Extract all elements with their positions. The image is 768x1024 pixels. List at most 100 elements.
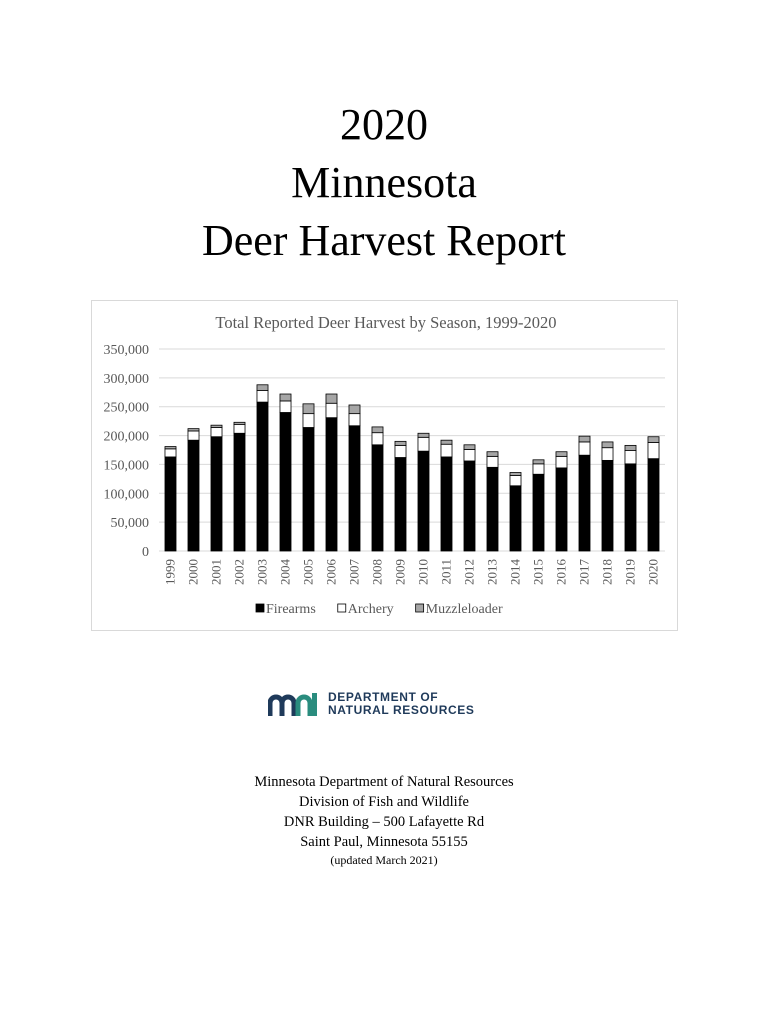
y-tick-label: 350,000 — [104, 343, 150, 358]
bar-muzzleloader-2017 — [578, 435, 591, 443]
x-tick-label: 2008 — [370, 559, 385, 585]
address-street: DNR Building – 500 Lafayette Rd — [283, 814, 485, 830]
bar-muzzleloader-2005 — [302, 403, 315, 415]
bar-archery-2012 — [463, 449, 476, 462]
bar-muzzleloader-2000 — [187, 428, 200, 432]
bar-muzzleloader-2001 — [210, 424, 223, 428]
x-tick-label: 2000 — [186, 559, 201, 585]
legend-label-firearms: Firearms — [266, 602, 316, 617]
bar-archery-2015 — [532, 463, 545, 475]
y-tick-label: 250,000 — [104, 401, 150, 416]
legend-label-muzzleloader: Muzzleloader — [426, 602, 503, 617]
x-tick-label: 2014 — [508, 559, 523, 586]
bar-muzzleloader-2010 — [417, 432, 430, 438]
x-tick-label: 2012 — [462, 559, 477, 585]
x-tick-label: 2009 — [393, 559, 408, 585]
bar-firearms-2015 — [532, 473, 545, 552]
bar-firearms-2010 — [417, 450, 430, 552]
bar-archery-2003 — [256, 390, 269, 403]
logo-wordmark: DEPARTMENT OF NATURAL RESOURCES — [328, 691, 474, 717]
report-title: 2020 Minnesota Deer Harvest Report — [0, 96, 768, 270]
bar-archery-1999 — [164, 448, 177, 458]
legend-label-archery: Archery — [348, 602, 394, 617]
x-tick-label: 2011 — [439, 559, 454, 585]
bar-firearms-2020 — [647, 458, 660, 552]
bar-firearms-2001 — [210, 436, 223, 552]
address-block: Minnesota Department of Natural Resource… — [0, 772, 768, 868]
bar-muzzleloader-2008 — [371, 426, 384, 434]
bar-muzzleloader-2003 — [256, 384, 269, 391]
legend-swatch-firearms — [255, 603, 265, 613]
bar-archery-2005 — [302, 413, 315, 428]
bar-archery-2013 — [486, 455, 499, 468]
x-tick-label: 2018 — [600, 559, 615, 585]
bar-archery-2019 — [624, 450, 637, 465]
bar-muzzleloader-2007 — [348, 404, 361, 415]
dnr-logo: DEPARTMENT OF NATURAL RESOURCES — [268, 690, 508, 720]
bar-muzzleloader-2016 — [555, 451, 568, 457]
bar-archery-2002 — [233, 424, 246, 434]
x-tick-label: 2015 — [531, 559, 546, 585]
x-tick-label: 2007 — [347, 559, 362, 586]
bar-muzzleloader-2004 — [279, 393, 292, 402]
bar-muzzleloader-2013 — [486, 451, 499, 457]
bar-archery-2007 — [348, 413, 361, 427]
bar-muzzleloader-2012 — [463, 444, 476, 450]
title-report-name: Deer Harvest Report — [201, 216, 567, 265]
bar-archery-2010 — [417, 436, 430, 452]
x-tick-label: 2001 — [209, 559, 224, 585]
deer-harvest-chart: Total Reported Deer Harvest by Season, 1… — [91, 300, 678, 631]
bar-archery-2011 — [440, 443, 453, 458]
title-state: Minnesota — [291, 158, 477, 207]
bar-firearms-2018 — [601, 459, 614, 552]
bar-archery-2008 — [371, 432, 384, 446]
bar-muzzleloader-2006 — [325, 393, 338, 404]
legend-swatch-archery — [337, 603, 347, 613]
bar-firearms-2007 — [348, 425, 361, 552]
title-year: 2020 — [340, 100, 428, 149]
bar-archery-2000 — [187, 430, 200, 441]
bar-firearms-2011 — [440, 456, 453, 552]
y-tick-label: 0 — [142, 545, 149, 560]
y-tick-label: 300,000 — [104, 372, 150, 387]
address-city: Saint Paul, Minnesota 55155 — [300, 834, 468, 850]
x-tick-label: 2017 — [577, 559, 592, 586]
bar-firearms-2017 — [578, 454, 591, 552]
x-tick-label: 2004 — [278, 559, 293, 586]
x-tick-label: 2003 — [255, 559, 270, 585]
x-tick-label: 2016 — [554, 559, 569, 586]
bar-muzzleloader-2011 — [440, 439, 453, 445]
bar-muzzleloader-2020 — [647, 436, 660, 443]
bar-firearms-2000 — [187, 439, 200, 552]
bar-archery-2017 — [578, 441, 591, 456]
legend-swatch-muzzleloader — [415, 603, 425, 613]
bar-archery-2020 — [647, 442, 660, 460]
bar-muzzleloader-2002 — [233, 421, 246, 426]
x-tick-label: 2013 — [485, 559, 500, 585]
bar-muzzleloader-2018 — [601, 441, 614, 449]
bar-firearms-1999 — [164, 456, 177, 552]
chart-svg: Total Reported Deer Harvest by Season, 1… — [104, 313, 665, 617]
y-tick-label: 200,000 — [104, 430, 150, 445]
bar-archery-2018 — [601, 447, 614, 461]
address-org: Minnesota Department of Natural Resource… — [254, 774, 514, 790]
bar-firearms-2019 — [624, 463, 637, 552]
x-tick-label: 2019 — [623, 559, 638, 585]
bar-archery-2009 — [394, 444, 407, 458]
bar-muzzleloader-2009 — [394, 440, 407, 446]
update-note: (updated March 2021) — [330, 853, 438, 867]
bar-firearms-2004 — [279, 412, 292, 552]
mn-logo-icon — [268, 693, 317, 716]
bar-muzzleloader-1999 — [164, 446, 177, 450]
bar-archery-2004 — [279, 400, 292, 413]
address-division: Division of Fish and Wildlife — [299, 794, 469, 810]
y-tick-label: 100,000 — [104, 487, 150, 502]
bar-firearms-2008 — [371, 444, 384, 552]
bar-muzzleloader-2015 — [532, 459, 545, 465]
bar-firearms-2003 — [256, 401, 269, 552]
x-tick-label: 2002 — [232, 559, 247, 585]
x-tick-label: 2010 — [416, 559, 431, 585]
y-tick-label: 50,000 — [111, 516, 150, 531]
logo-line-1: DEPARTMENT OF — [328, 690, 439, 704]
bar-archery-2001 — [210, 427, 223, 438]
